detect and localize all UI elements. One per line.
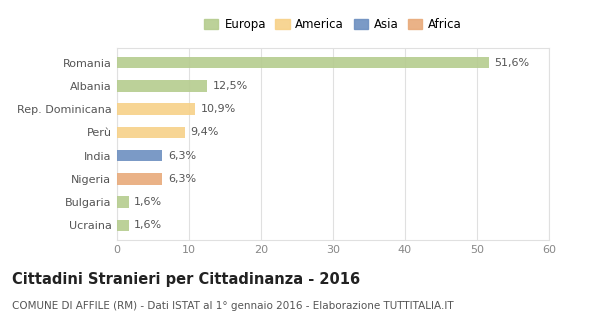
Text: 6,3%: 6,3% [168,151,196,161]
Text: 9,4%: 9,4% [190,127,219,137]
Text: 51,6%: 51,6% [494,58,529,68]
Bar [117,196,128,208]
Bar [117,173,163,185]
Text: Cittadini Stranieri per Cittadinanza - 2016: Cittadini Stranieri per Cittadinanza - 2… [12,272,360,287]
Text: 1,6%: 1,6% [134,197,163,207]
Bar [117,126,185,138]
Bar [117,103,196,115]
Text: 10,9%: 10,9% [201,104,236,114]
Bar [117,80,207,92]
Text: 6,3%: 6,3% [168,174,196,184]
Text: COMUNE DI AFFILE (RM) - Dati ISTAT al 1° gennaio 2016 - Elaborazione TUTTITALIA.: COMUNE DI AFFILE (RM) - Dati ISTAT al 1°… [12,301,454,311]
Bar [117,220,128,231]
Text: 1,6%: 1,6% [134,220,163,230]
Bar [117,57,488,68]
Legend: Europa, America, Asia, Africa: Europa, America, Asia, Africa [201,14,465,35]
Bar [117,150,163,162]
Text: 12,5%: 12,5% [213,81,248,91]
